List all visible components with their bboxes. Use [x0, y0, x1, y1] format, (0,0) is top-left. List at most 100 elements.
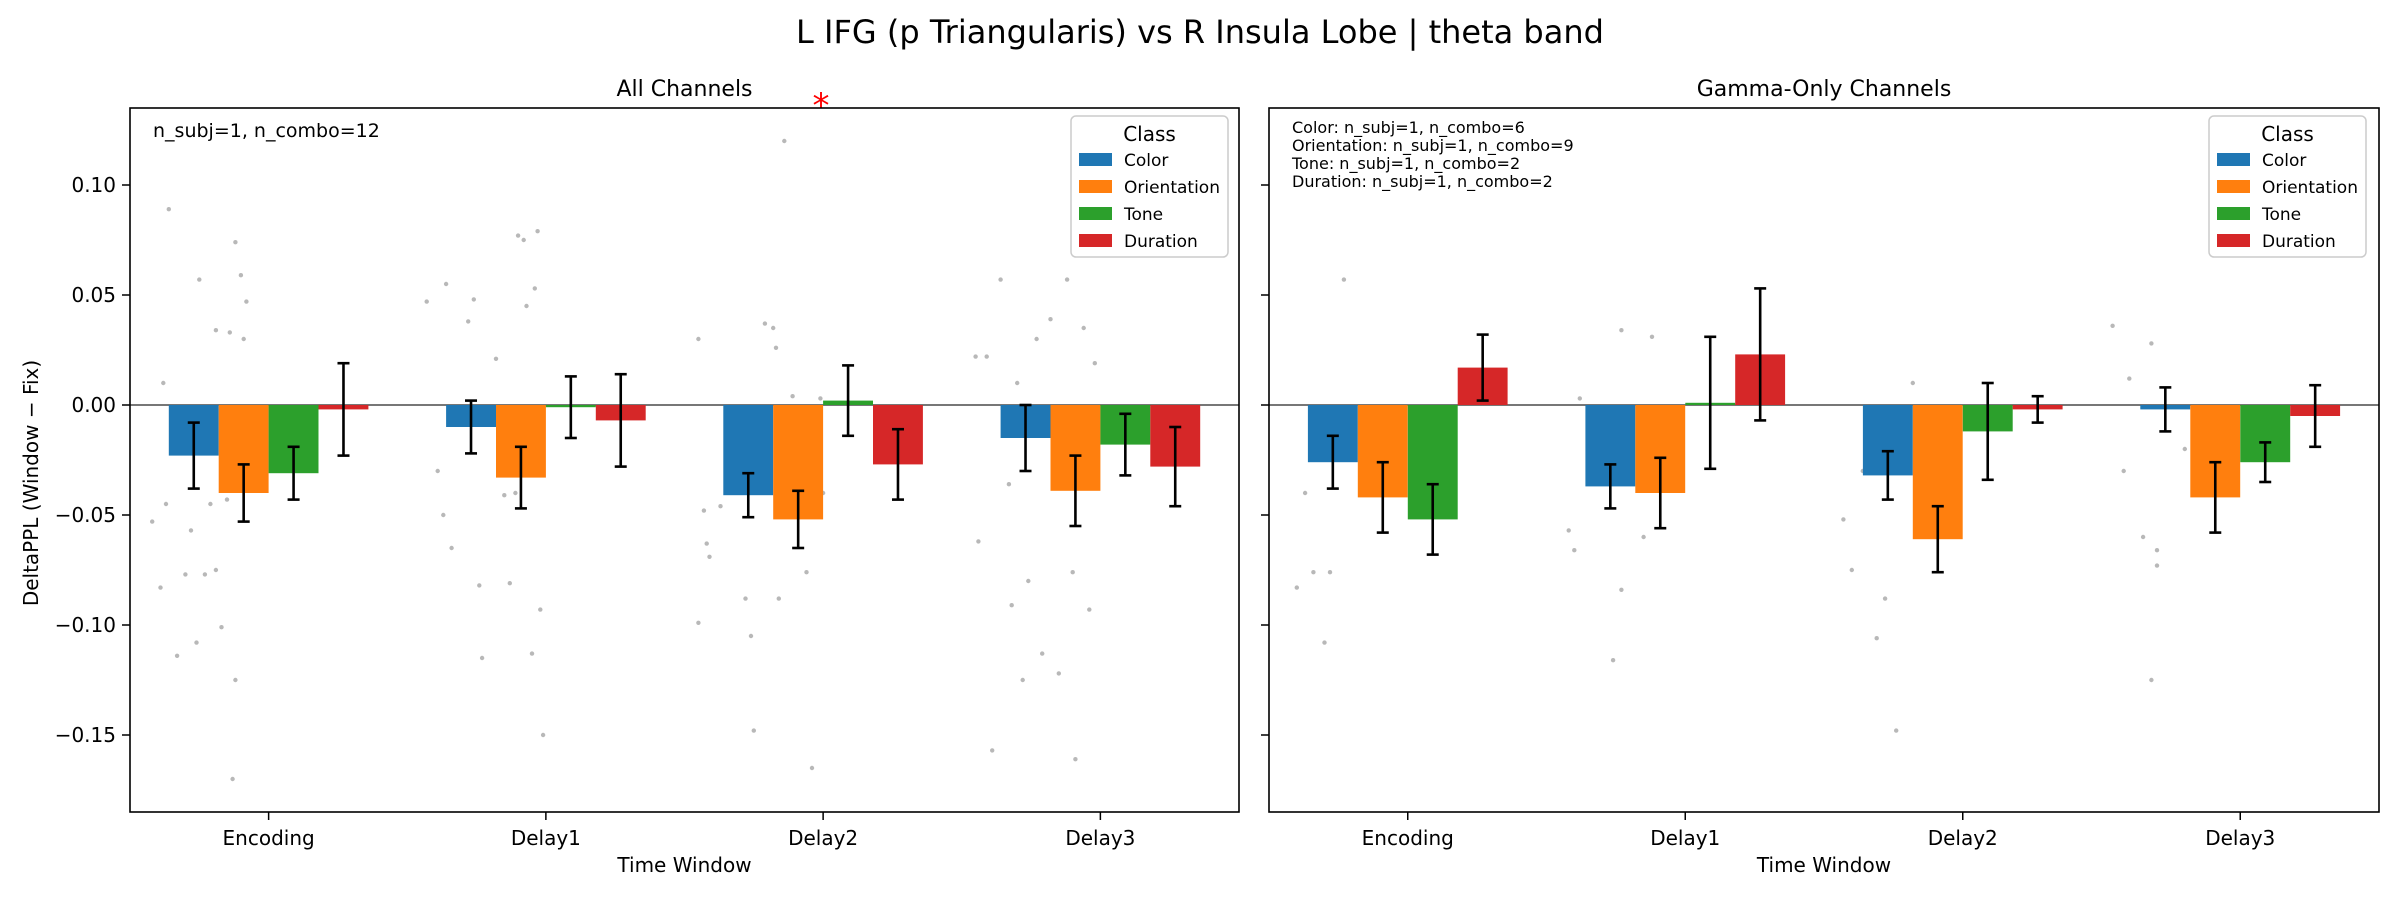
raw-point: [535, 229, 540, 234]
legend-label: Duration: [2262, 232, 2336, 252]
x-tick-label: Delay1: [1650, 826, 1720, 850]
raw-point: [244, 299, 249, 304]
legend-label: Duration: [1124, 232, 1198, 252]
raw-point: [790, 394, 795, 399]
raw-point: [1020, 677, 1025, 683]
raw-point: [1649, 334, 1655, 339]
legend-label: Orientation: [2262, 178, 2358, 198]
x-tick-label: Delay1: [511, 826, 581, 850]
plot-frame: [129, 107, 1240, 813]
raw-point: [1841, 517, 1846, 522]
raw-point: [2154, 563, 2160, 568]
panel-annotation-line: Color: n_subj=1, n_combo=6: [1292, 118, 1525, 138]
x-axis-label: Time Window: [1756, 853, 1891, 877]
raw-point: [1070, 570, 1075, 575]
raw-point: [466, 319, 471, 324]
raw-point: [540, 732, 546, 738]
raw-point: [161, 380, 166, 386]
raw-point: [158, 585, 163, 590]
raw-point: [776, 596, 781, 601]
panel-annotation-line: Orientation: n_subj=1, n_combo=9: [1292, 136, 1574, 156]
raw-point: [1006, 482, 1012, 487]
raw-point: [194, 640, 199, 645]
raw-point: [513, 490, 518, 496]
raw-point: [241, 336, 246, 342]
raw-point: [532, 286, 537, 291]
raw-point: [493, 356, 499, 361]
panel-title: All Channels: [616, 77, 752, 102]
legend-label: Color: [2262, 151, 2306, 171]
raw-point: [166, 207, 171, 212]
raw-point: [479, 655, 485, 661]
raw-point: [1064, 277, 1070, 282]
raw-point: [188, 528, 194, 533]
raw-point: [1572, 548, 1577, 553]
raw-point: [197, 277, 202, 282]
raw-point: [696, 620, 701, 625]
raw-point: [1092, 361, 1098, 366]
legend: Class Color Orientation Tone Duration: [1070, 115, 1229, 258]
raw-point: [2154, 548, 2160, 553]
raw-point: [529, 651, 535, 656]
raw-point: [1910, 380, 1916, 386]
raw-point: [2110, 323, 2115, 328]
legend-title: Class: [1123, 122, 1176, 146]
raw-point: [227, 330, 232, 335]
legend-swatch: [2217, 207, 2250, 220]
raw-point: [1322, 640, 1327, 645]
raw-point: [704, 541, 709, 546]
raw-point: [771, 325, 776, 331]
legend-swatch: [2217, 234, 2250, 247]
raw-point: [1619, 328, 1624, 333]
raw-point: [773, 345, 779, 350]
raw-point: [441, 512, 446, 518]
raw-point: [521, 237, 526, 243]
raw-point: [435, 468, 440, 474]
raw-point: [1302, 490, 1308, 496]
raw-point: [507, 581, 512, 586]
panel-all-channels: All Channels Time Window DeltaPPL (Windo…: [19, 77, 1240, 877]
raw-point: [2140, 534, 2146, 540]
legend-box: [2208, 115, 2367, 258]
legend-swatch: [1079, 153, 1112, 166]
raw-point: [233, 240, 238, 245]
raw-point: [2121, 468, 2126, 474]
raw-point: [701, 508, 707, 513]
legend-swatch: [1079, 234, 1112, 247]
panel-annotation-line: Duration: n_subj=1, n_combo=2: [1292, 172, 1553, 192]
x-tick-label: Delay2: [1928, 826, 1998, 850]
x-tick-label: Delay2: [788, 826, 858, 850]
raw-point: [238, 273, 244, 278]
raw-point: [1894, 728, 1899, 733]
axis-ticks: Encoding Delay1 Delay2 Delay3: [1261, 184, 2275, 850]
raw-point: [449, 545, 454, 551]
raw-point: [538, 607, 543, 612]
raw-point: [1849, 567, 1855, 573]
raw-point: [762, 321, 768, 326]
legend-label: Tone: [2261, 205, 2301, 225]
y-tick-label: −0.10: [55, 613, 116, 637]
raw-point: [1610, 658, 1616, 663]
raw-point: [230, 776, 235, 782]
raw-point: [202, 572, 208, 577]
panel-gamma-only-channels: Gamma-Only Channels Time Window Color: n…: [1261, 77, 2380, 877]
raw-point: [2149, 677, 2154, 683]
raw-point: [809, 765, 815, 771]
legend: Class Color Orientation Tone Duration: [2208, 115, 2367, 258]
raw-point: [782, 138, 787, 144]
raw-point: [976, 539, 981, 544]
legend-title: Class: [2261, 122, 2314, 146]
raw-point: [424, 299, 429, 304]
raw-point: [163, 501, 169, 507]
raw-point: [1327, 570, 1333, 575]
raw-point: [524, 303, 529, 309]
raw-point: [984, 354, 989, 359]
raw-point: [1048, 317, 1053, 322]
raw-point: [973, 354, 978, 359]
significance-marker: *: [813, 86, 830, 126]
raw-point: [696, 336, 701, 342]
raw-point: [2182, 446, 2187, 452]
raw-point: [1015, 380, 1020, 386]
raw-point: [1056, 671, 1062, 676]
